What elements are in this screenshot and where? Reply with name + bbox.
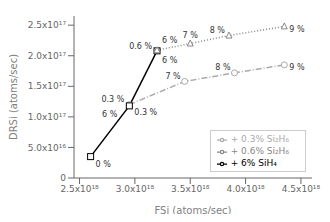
svg-text:2.5x10¹⁸: 2.5x10¹⁸ <box>60 184 99 194</box>
svg-text:0.3 %: 0.3 % <box>134 108 157 117</box>
svg-text:3.5x10¹⁸: 3.5x10¹⁸ <box>171 184 210 194</box>
svg-text:5.0x10¹⁶: 5.0x10¹⁶ <box>28 143 67 153</box>
svg-text:6 %: 6 % <box>162 56 178 65</box>
html-text:+ 0.6% Si₂H₆: + 0.6% Si₂H₆ <box>230 146 289 156</box>
svg-text:9 %: 9 % <box>289 63 305 72</box>
html-text:+ 0.3% Si₂H₆: + 0.3% Si₂H₆ <box>230 134 289 144</box>
svg-text:6 %: 6 % <box>102 110 118 119</box>
svg-text:2.5x10¹⁷: 2.5x10¹⁷ <box>28 20 67 30</box>
svg-text:FSi (atoms/sec): FSi (atoms/sec) <box>154 205 231 214</box>
svg-text:7 %: 7 % <box>165 72 181 81</box>
svg-text:0: 0 <box>60 173 66 183</box>
svg-text:4.0x10¹⁸: 4.0x10¹⁸ <box>226 184 265 194</box>
svg-text:3.0x10¹⁸: 3.0x10¹⁸ <box>116 184 155 194</box>
svg-text:0.3 %: 0.3 % <box>101 95 124 104</box>
svg-text:DRSi (atoms/sec): DRSi (atoms/sec) <box>8 54 19 140</box>
svg-text:1.0x10¹⁷: 1.0x10¹⁷ <box>28 112 67 122</box>
svg-text:8 %: 8 % <box>210 26 226 35</box>
svg-text:1.5x10¹⁷: 1.5x10¹⁷ <box>28 81 67 91</box>
svg-text:9 %: 9 % <box>289 25 305 34</box>
svg-text:0 %: 0 % <box>96 160 112 169</box>
html-text:+ 6% SiH₄: + 6% SiH₄ <box>230 158 277 168</box>
svg-text:8 %: 8 % <box>215 63 231 72</box>
svg-text:6 %: 6 % <box>162 36 178 45</box>
svg-text:0.6 %: 0.6 % <box>129 42 152 51</box>
svg-text:2.0x10¹⁷: 2.0x10¹⁷ <box>28 51 67 61</box>
svg-text:4.5x10¹⁸: 4.5x10¹⁸ <box>282 184 321 194</box>
svg-text:7 %: 7 % <box>183 31 199 40</box>
